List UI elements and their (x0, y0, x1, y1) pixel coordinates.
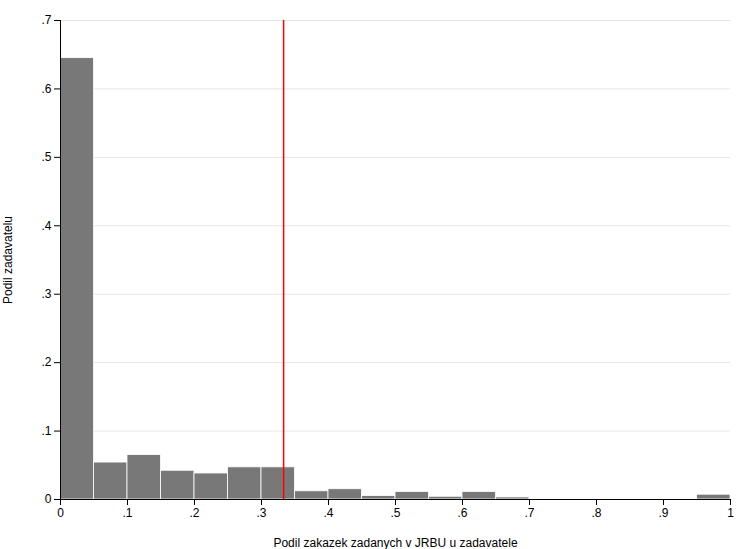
svg-text:0: 0 (45, 492, 52, 506)
svg-text:.5: .5 (390, 506, 400, 520)
svg-text:.6: .6 (41, 82, 51, 96)
svg-text:.3: .3 (41, 287, 51, 301)
svg-text:.9: .9 (658, 506, 668, 520)
svg-text:.2: .2 (41, 355, 51, 369)
svg-text:.1: .1 (41, 424, 51, 438)
svg-text:Podil zadavatelu: Podil zadavatelu (1, 216, 15, 304)
svg-text:.4: .4 (41, 219, 51, 233)
svg-text:.2: .2 (189, 506, 199, 520)
svg-text:.5: .5 (41, 150, 51, 164)
svg-text:.6: .6 (457, 506, 467, 520)
svg-text:0: 0 (57, 506, 64, 520)
svg-text:.1: .1 (122, 506, 132, 520)
svg-text:.4: .4 (323, 506, 333, 520)
svg-text:.8: .8 (591, 506, 601, 520)
svg-text:.7: .7 (524, 506, 534, 520)
svg-text:.7: .7 (41, 13, 51, 27)
svg-text:.3: .3 (256, 506, 266, 520)
svg-text:Podil zakazek zadanych v JRBU: Podil zakazek zadanych v JRBU u zadavate… (273, 536, 517, 549)
svg-text:1: 1 (727, 506, 734, 520)
